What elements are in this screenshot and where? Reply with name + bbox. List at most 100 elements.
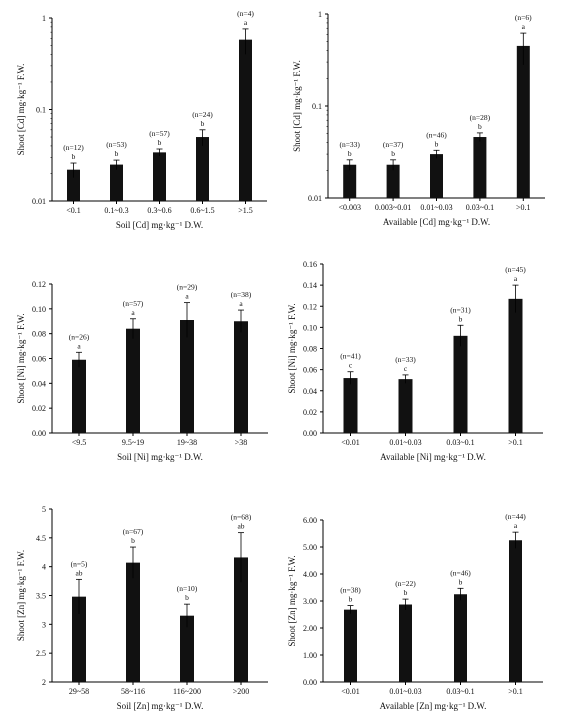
n-label: (n=46) (450, 568, 471, 577)
y-tick-label: 3 (42, 620, 46, 629)
significance-letter: ab (75, 568, 82, 577)
bar (399, 604, 412, 682)
x-axis-label: Soil [Zn] mg·kg⁻¹ D.W. (117, 701, 204, 711)
n-label: (n=67) (123, 527, 144, 536)
significance-letter: ab (237, 522, 244, 531)
x-tick-label: <9.5 (72, 438, 87, 447)
bar (344, 609, 357, 682)
x-tick-label: 0.01~0.03 (420, 203, 452, 212)
x-tick-label: 19~38 (177, 438, 197, 447)
significance-letter: b (349, 595, 353, 604)
bar (234, 557, 248, 682)
y-axis-label: Shoot [Zn] mg·kg⁻¹ F.W. (287, 555, 297, 646)
n-label: (n=53) (106, 140, 127, 149)
n-label: (n=4) (237, 9, 254, 18)
x-tick-label: 0.6~1.5 (190, 206, 214, 215)
x-axis-label: Soil [Cd] mg·kg⁻¹ D.W. (116, 220, 203, 230)
y-tick-label: 0.08 (303, 345, 317, 354)
x-tick-label: <0.003 (338, 203, 361, 212)
y-axis-label: Shoot [Ni] mg·kg⁻¹ F.W. (287, 303, 297, 393)
bar (67, 169, 80, 201)
significance-letter: a (131, 308, 135, 317)
significance-letter: a (522, 22, 526, 31)
n-label: (n=37) (383, 140, 404, 149)
y-tick-label: 0.06 (32, 355, 46, 364)
bar (110, 164, 123, 201)
x-tick-label: >0.1 (508, 687, 523, 696)
n-label: (n=31) (450, 305, 471, 314)
x-axis-label: Soil [Ni] mg·kg⁻¹ D.W. (117, 452, 203, 462)
bar (126, 328, 140, 433)
x-axis-label: Available [Ni] mg·kg⁻¹ D.W. (380, 452, 486, 462)
x-tick-label: <0.1 (66, 206, 81, 215)
significance-letter: b (72, 152, 76, 161)
x-axis-label: Available [Zn] mg·kg⁻¹ D.W. (380, 701, 487, 711)
n-label: (n=68) (231, 513, 252, 522)
chart-panel-2: 10.10.01b(n=33)<0.003b(n=37)0.003~0.01b(… (292, 10, 545, 227)
n-label: (n=57) (123, 299, 144, 308)
chart-panel-5: 54.543.532.52ab(n=5)29~58b(n=67)58~116b(… (16, 505, 268, 711)
n-label: (n=44) (505, 512, 526, 521)
significance-letter: b (459, 577, 463, 586)
bar (430, 154, 443, 198)
y-tick-label: 0.06 (303, 366, 317, 375)
y-tick-label: 0.00 (32, 429, 46, 438)
significance-letter: b (131, 536, 135, 545)
bar (398, 379, 413, 433)
y-tick-label: 4.00 (303, 570, 317, 579)
y-axis-label: Shoot [Cd] mg·kg⁻¹ F.W. (292, 60, 302, 152)
y-tick-label: 0.02 (32, 404, 46, 413)
y-tick-label: 1 (42, 14, 46, 23)
bar (516, 45, 530, 198)
chart-panel-3: 0.120.100.080.060.040.020.00a(n=26)<9.5a… (16, 280, 268, 462)
bar (343, 164, 357, 198)
n-label: (n=12) (63, 143, 84, 152)
significance-letter: b (158, 138, 162, 147)
n-label: (n=5) (71, 559, 88, 568)
significance-letter: b (348, 149, 352, 158)
n-label: (n=46) (426, 130, 447, 139)
x-tick-label: <0.01 (341, 438, 360, 447)
chart-panel-4: 0.160.140.120.100.080.060.040.020.00c(n=… (287, 260, 543, 462)
x-tick-label: 0.3~0.6 (147, 206, 171, 215)
x-axis-label: Available [Cd] mg·kg⁻¹ D.W. (383, 217, 490, 227)
significance-letter: b (185, 593, 189, 602)
n-label: (n=6) (515, 13, 532, 22)
y-tick-label: 5 (42, 505, 46, 514)
significance-letter: c (404, 364, 408, 373)
y-tick-label: 0.16 (303, 260, 317, 269)
n-label: (n=29) (177, 283, 198, 292)
x-tick-label: 0.1~0.3 (104, 206, 128, 215)
x-tick-label: >0.1 (508, 438, 523, 447)
significance-letter: b (478, 122, 482, 131)
y-axis-label: Shoot [Ni] mg·kg⁻¹ F.W. (16, 313, 26, 403)
y-tick-label: 0.12 (32, 280, 46, 289)
x-tick-label: >38 (235, 438, 248, 447)
bar (239, 39, 252, 202)
bar (72, 359, 86, 433)
y-tick-label: 0.02 (303, 408, 317, 417)
n-label: (n=28) (470, 113, 491, 122)
significance-letter: b (391, 149, 395, 158)
significance-letter: b (201, 119, 205, 128)
x-tick-label: 0.01~0.03 (389, 687, 421, 696)
y-tick-label: 4 (42, 563, 46, 572)
n-label: (n=24) (192, 110, 213, 119)
y-tick-label: 0.00 (303, 429, 317, 438)
n-label: (n=33) (339, 140, 360, 149)
y-tick-label: 0.04 (32, 379, 46, 388)
y-tick-label: 3.00 (303, 597, 317, 606)
bar (126, 562, 140, 682)
significance-letter: a (77, 341, 81, 350)
x-tick-label: >200 (233, 687, 250, 696)
chart-panel-6: 6.005.004.003.002.001.000.00b(n=38)<0.01… (287, 512, 543, 711)
y-tick-label: 0.14 (303, 281, 317, 290)
y-tick-label: 1.00 (303, 651, 317, 660)
significance-letter: a (514, 521, 518, 530)
n-label: (n=26) (69, 332, 90, 341)
n-label: (n=38) (231, 290, 252, 299)
y-axis-label: Shoot [Zn] mg·kg⁻¹ F.W. (16, 550, 26, 641)
y-tick-label: 0.10 (32, 305, 46, 314)
y-tick-label: 6.00 (303, 516, 317, 525)
